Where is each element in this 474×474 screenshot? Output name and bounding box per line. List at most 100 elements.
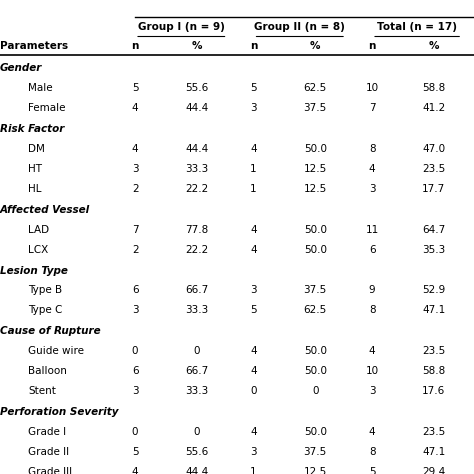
Text: 4: 4 — [250, 225, 257, 235]
Text: 62.5: 62.5 — [303, 305, 327, 315]
Text: 7: 7 — [369, 103, 375, 113]
Text: Cause of Rupture: Cause of Rupture — [0, 326, 100, 336]
Text: 2: 2 — [132, 245, 138, 255]
Text: %: % — [191, 41, 202, 51]
Text: 50.0: 50.0 — [304, 427, 327, 437]
Text: 4: 4 — [250, 245, 257, 255]
Text: 6: 6 — [132, 366, 138, 376]
Text: 8: 8 — [369, 305, 375, 315]
Text: 8: 8 — [369, 447, 375, 456]
Text: 44.4: 44.4 — [185, 103, 209, 113]
Text: 66.7: 66.7 — [185, 285, 209, 295]
Text: n: n — [368, 41, 376, 51]
Text: 7: 7 — [132, 225, 138, 235]
Text: 22.2: 22.2 — [185, 245, 209, 255]
Text: %: % — [428, 41, 439, 51]
Text: 4: 4 — [132, 466, 138, 474]
Text: 23.5: 23.5 — [422, 427, 446, 437]
Text: 3: 3 — [369, 386, 375, 396]
Text: 55.6: 55.6 — [185, 83, 209, 93]
Text: Male: Male — [28, 83, 53, 93]
Text: 58.8: 58.8 — [422, 83, 446, 93]
Text: 47.0: 47.0 — [422, 144, 445, 154]
Text: 12.5: 12.5 — [303, 466, 327, 474]
Text: 2: 2 — [132, 184, 138, 194]
Text: Parameters: Parameters — [0, 41, 68, 51]
Text: 3: 3 — [369, 184, 375, 194]
Text: HT: HT — [28, 164, 43, 174]
Text: 50.0: 50.0 — [304, 346, 327, 356]
Text: 4: 4 — [132, 144, 138, 154]
Text: Female: Female — [28, 103, 66, 113]
Text: Grade II: Grade II — [28, 447, 70, 456]
Text: 5: 5 — [369, 466, 375, 474]
Text: 0: 0 — [132, 427, 138, 437]
Text: 5: 5 — [132, 447, 138, 456]
Text: Gender: Gender — [0, 64, 42, 73]
Text: Perforation Severity: Perforation Severity — [0, 407, 118, 417]
Text: 50.0: 50.0 — [304, 144, 327, 154]
Text: 4: 4 — [132, 103, 138, 113]
Text: 58.8: 58.8 — [422, 366, 446, 376]
Text: 12.5: 12.5 — [303, 184, 327, 194]
Text: 44.4: 44.4 — [185, 144, 209, 154]
Text: 3: 3 — [250, 103, 257, 113]
Text: 5: 5 — [132, 83, 138, 93]
Text: 4: 4 — [369, 346, 375, 356]
Text: 62.5: 62.5 — [303, 83, 327, 93]
Text: 3: 3 — [132, 305, 138, 315]
Text: 4: 4 — [250, 366, 257, 376]
Text: Affected Vessel: Affected Vessel — [0, 205, 90, 215]
Text: 11: 11 — [365, 225, 379, 235]
Text: 17.6: 17.6 — [422, 386, 446, 396]
Text: Type C: Type C — [28, 305, 63, 315]
Text: 37.5: 37.5 — [303, 447, 327, 456]
Text: 4: 4 — [250, 346, 257, 356]
Text: 3: 3 — [250, 447, 257, 456]
Text: 5: 5 — [250, 83, 257, 93]
Text: Group I (n = 9): Group I (n = 9) — [138, 22, 225, 32]
Text: 29.4: 29.4 — [422, 466, 446, 474]
Text: 4: 4 — [250, 427, 257, 437]
Text: Balloon: Balloon — [28, 366, 67, 376]
Text: 44.4: 44.4 — [185, 466, 209, 474]
Text: 12.5: 12.5 — [303, 164, 327, 174]
Text: 10: 10 — [365, 83, 379, 93]
Text: 50.0: 50.0 — [304, 245, 327, 255]
Text: 1: 1 — [250, 164, 257, 174]
Text: 3: 3 — [250, 285, 257, 295]
Text: Risk Factor: Risk Factor — [0, 124, 64, 134]
Text: 33.3: 33.3 — [185, 164, 209, 174]
Text: 52.9: 52.9 — [422, 285, 446, 295]
Text: 47.1: 47.1 — [422, 305, 446, 315]
Text: Stent: Stent — [28, 386, 56, 396]
Text: 23.5: 23.5 — [422, 164, 446, 174]
Text: 55.6: 55.6 — [185, 447, 209, 456]
Text: 5: 5 — [250, 305, 257, 315]
Text: DM: DM — [28, 144, 46, 154]
Text: 1: 1 — [250, 466, 257, 474]
Text: Total (n = 17): Total (n = 17) — [377, 22, 457, 32]
Text: 33.3: 33.3 — [185, 305, 209, 315]
Text: 50.0: 50.0 — [304, 366, 327, 376]
Text: Guide wire: Guide wire — [28, 346, 84, 356]
Text: %: % — [310, 41, 320, 51]
Text: Grade III: Grade III — [28, 466, 73, 474]
Text: 33.3: 33.3 — [185, 386, 209, 396]
Text: 37.5: 37.5 — [303, 103, 327, 113]
Text: 8: 8 — [369, 144, 375, 154]
Text: 66.7: 66.7 — [185, 366, 209, 376]
Text: 22.2: 22.2 — [185, 184, 209, 194]
Text: 3: 3 — [132, 386, 138, 396]
Text: Lesion Type: Lesion Type — [0, 265, 68, 275]
Text: 41.2: 41.2 — [422, 103, 446, 113]
Text: n: n — [131, 41, 139, 51]
Text: 77.8: 77.8 — [185, 225, 209, 235]
Text: n: n — [250, 41, 257, 51]
Text: 10: 10 — [365, 366, 379, 376]
Text: 37.5: 37.5 — [303, 285, 327, 295]
Text: 17.7: 17.7 — [422, 184, 446, 194]
Text: 0: 0 — [193, 427, 200, 437]
Text: 6: 6 — [369, 245, 375, 255]
Text: LAD: LAD — [28, 225, 50, 235]
